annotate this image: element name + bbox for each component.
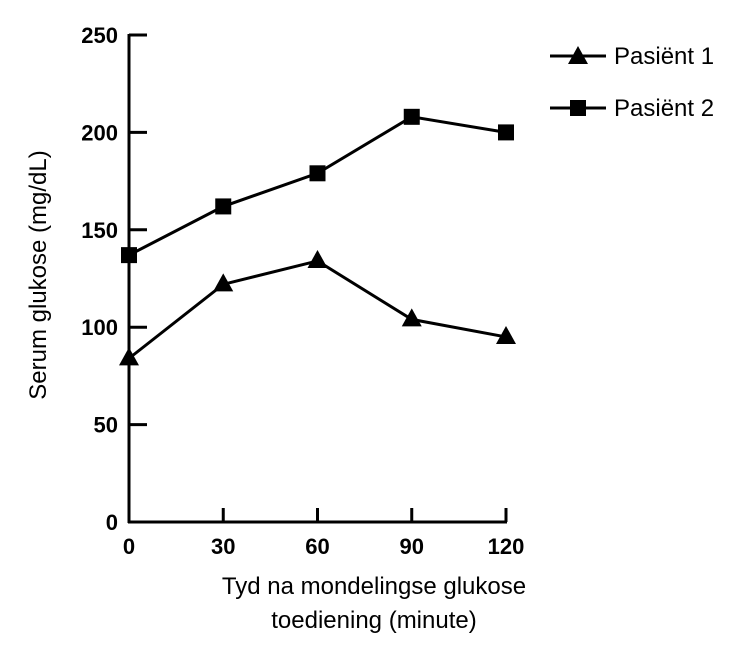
x-axis-title-line-2: toediening (minute) [271, 607, 476, 634]
square-point [309, 165, 326, 182]
x-tick-label: 30 [211, 534, 235, 559]
x-tick-label: 120 [488, 534, 525, 559]
triangle-point [119, 347, 139, 366]
triangle-point [401, 308, 422, 327]
triangle-point [213, 273, 234, 292]
legend-item-patient-1: Pasiënt 1 [550, 43, 714, 70]
y-tick-label: 50 [94, 413, 118, 438]
y-ticks: 0 50 100 150 200 250 [81, 23, 147, 535]
legend-item-patient-2: Pasiënt 2 [550, 95, 714, 122]
y-tick-label: 200 [81, 120, 118, 145]
y-tick-label: 150 [81, 218, 118, 243]
square-point [215, 198, 232, 215]
series-2 [121, 108, 514, 264]
legend-label-patient-2: Pasiënt 2 [614, 95, 714, 122]
triangle-point [496, 325, 516, 344]
x-tick-label: 0 [123, 534, 135, 559]
legend-label-patient-1: Pasiënt 1 [614, 43, 714, 70]
x-tick-label: 60 [305, 534, 329, 559]
x-ticks: 0 30 60 90 120 [123, 508, 524, 559]
y-tick-label: 250 [81, 23, 118, 48]
x-tick-label: 90 [400, 534, 424, 559]
square-point [498, 124, 514, 141]
legend: Pasiënt 1 Pasiënt 2 [550, 43, 714, 122]
square-marker-icon [570, 100, 586, 116]
y-axis-title: Serum glukose (mg/dL) [25, 150, 52, 399]
axes [127, 34, 507, 524]
y-tick-label: 0 [106, 510, 118, 535]
x-axis-title-line-1: Tyd na mondelingse glukose [222, 573, 526, 600]
square-point [403, 108, 420, 125]
triangle-point [307, 249, 328, 268]
series-line [128, 115, 507, 257]
series-layer [119, 108, 516, 366]
y-tick-label: 100 [81, 315, 118, 340]
series-line [128, 259, 507, 360]
square-point [121, 247, 137, 264]
triangle-marker-icon [568, 46, 588, 64]
series-1 [119, 249, 516, 366]
